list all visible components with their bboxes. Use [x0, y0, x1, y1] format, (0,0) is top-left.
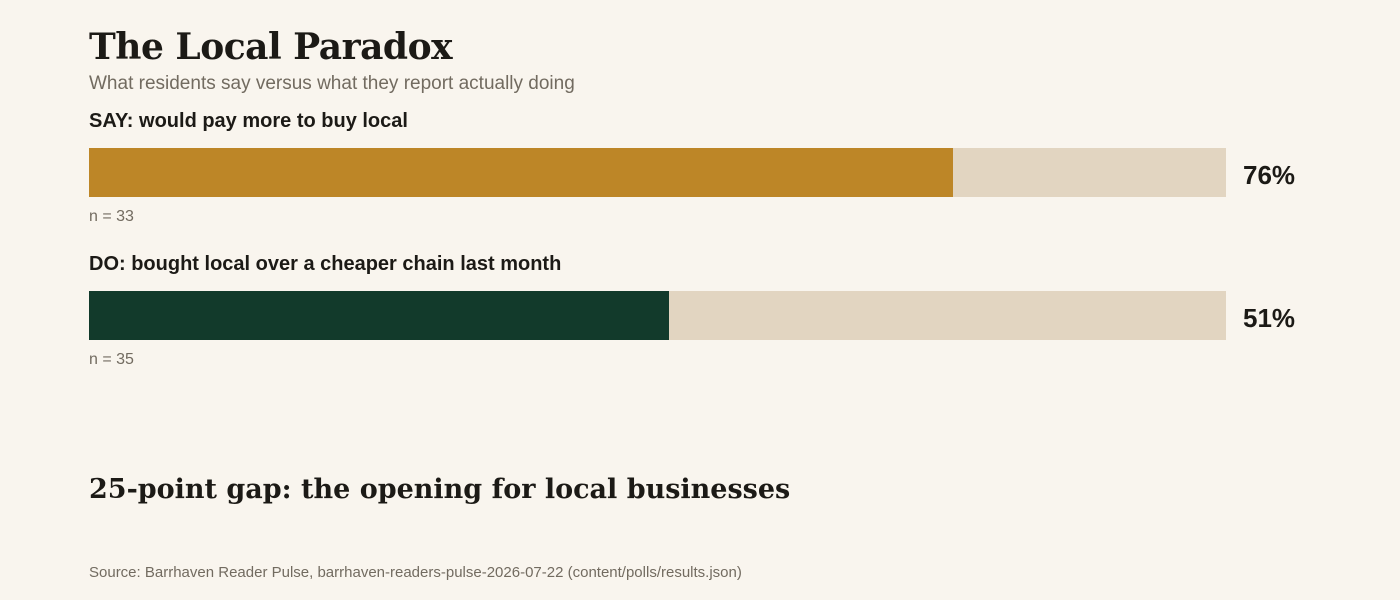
bar-label-say: SAY: would pay more to buy local	[89, 110, 408, 132]
bar-track-do	[89, 291, 1226, 340]
value-label-say: 76%	[1243, 160, 1296, 190]
bar-track-say	[89, 148, 1226, 197]
gap-annotation: 25-point gap: the opening for local busi…	[89, 474, 791, 505]
value-label-do: 51%	[1243, 303, 1296, 333]
chart-subtitle: What residents say versus what they repo…	[89, 73, 575, 94]
bar-do	[89, 291, 669, 340]
bar-label-do: DO: bought local over a cheaper chain la…	[89, 253, 562, 275]
chart-title: The Local Paradox	[89, 26, 453, 68]
sample-size-do: n = 35	[89, 351, 134, 368]
source-note: Source: Barrhaven Reader Pulse, barrhave…	[89, 564, 742, 581]
sample-size-say: n = 33	[89, 208, 134, 225]
bar-say	[89, 148, 954, 197]
